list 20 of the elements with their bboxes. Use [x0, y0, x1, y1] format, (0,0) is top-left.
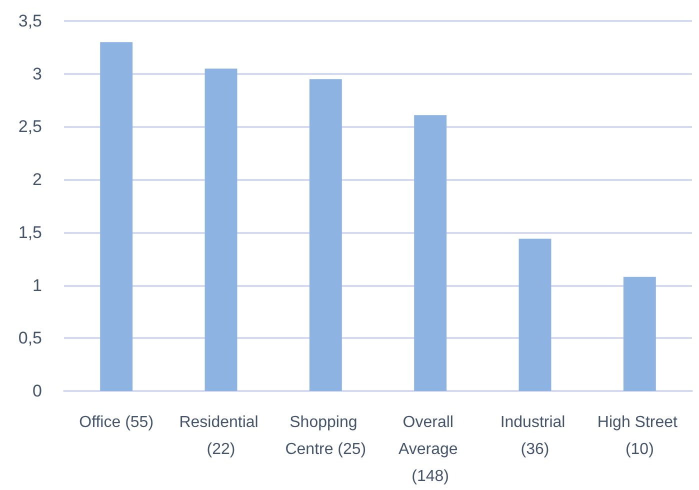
- y-tick-label: 2: [32, 170, 42, 190]
- bar: [518, 238, 552, 391]
- bar: [204, 68, 238, 391]
- y-tick-label: 1,5: [18, 222, 42, 242]
- x-tick-label: Residential (22): [179, 414, 263, 458]
- x-tick-label: Shopping Centre (25): [285, 414, 366, 458]
- bar: [309, 79, 342, 391]
- x-tick-label: Industrial (36): [500, 414, 570, 458]
- y-tick-label: 3: [32, 64, 42, 84]
- y-tick-label: 3,5: [18, 12, 42, 30]
- x-tick-label: Office (55): [79, 414, 154, 431]
- bar: [623, 276, 656, 391]
- y-tick-label: 1: [32, 276, 42, 295]
- x-tick-label: High Street (10): [597, 414, 682, 458]
- bar: [414, 115, 447, 391]
- y-tick-label: 0,5: [18, 328, 42, 348]
- y-tick-label: 0: [32, 382, 42, 400]
- x-tick-label: Overall Average (148): [398, 414, 462, 485]
- y-tick-label: 2,5: [18, 117, 42, 136]
- bar: [100, 42, 133, 391]
